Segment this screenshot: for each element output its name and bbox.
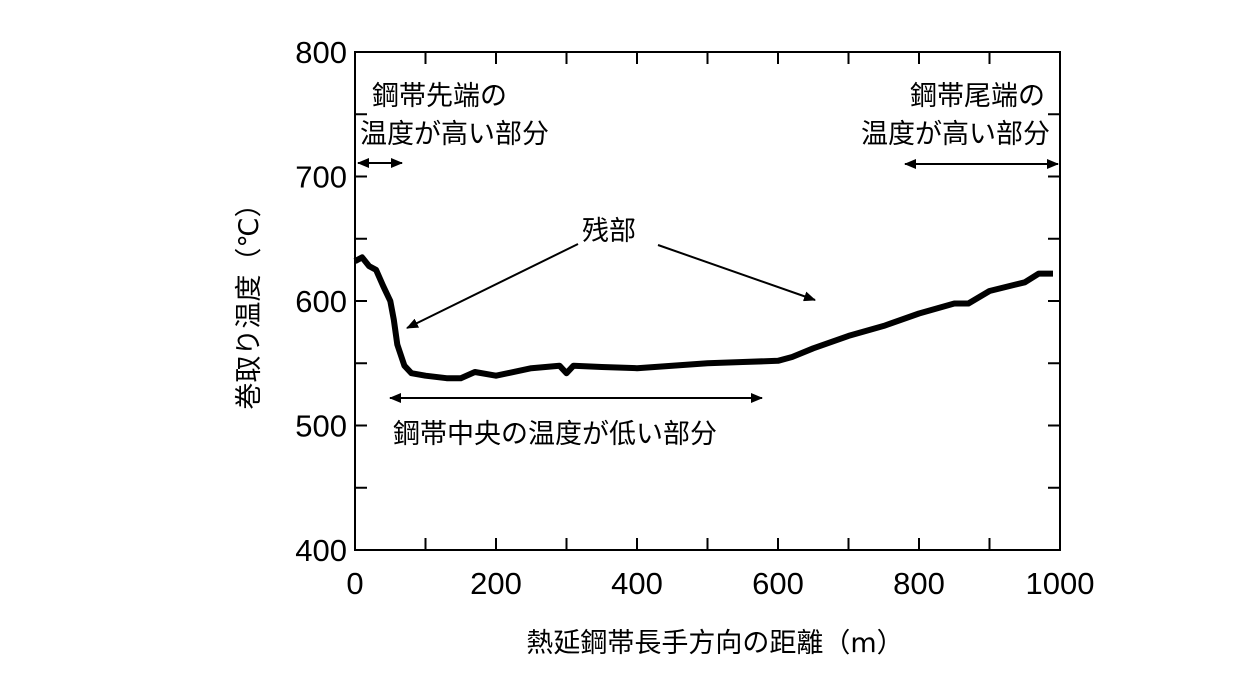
annotation-center: 鋼帯中央の温度が低い部分 xyxy=(393,419,717,450)
x-tick-label: 400 xyxy=(611,566,663,601)
y-tick-label: 800 xyxy=(295,35,347,70)
annotation-tail-line2: 温度が高い部分 xyxy=(861,119,1050,150)
y-tick-label: 600 xyxy=(295,284,347,319)
annotation-tail-line1: 鋼帯尾端の xyxy=(910,81,1045,112)
x-tick-label: 1000 xyxy=(1026,566,1095,601)
annotation-head-line1: 鋼帯先端の xyxy=(372,81,507,112)
x-tick-label: 0 xyxy=(346,566,363,601)
annotation-remainder: 残部 xyxy=(582,216,636,247)
x-tick-label: 600 xyxy=(752,566,804,601)
y-tick-label: 500 xyxy=(295,409,347,444)
y-tick-label: 400 xyxy=(295,533,347,568)
x-tick-label: 200 xyxy=(470,566,522,601)
annotation-remainder-arrow-left xyxy=(407,244,578,328)
x-axis-label: 熱延鋼帯長手方向の距離（m） xyxy=(526,628,903,659)
annotation-head-line2: 温度が高い部分 xyxy=(360,119,549,150)
y-tick-label: 700 xyxy=(295,160,347,195)
x-tick-label: 800 xyxy=(893,566,945,601)
annotation-remainder-arrow-right xyxy=(658,245,815,300)
y-axis-label: 巻取り温度（℃） xyxy=(234,190,265,409)
series-line xyxy=(355,257,1053,378)
